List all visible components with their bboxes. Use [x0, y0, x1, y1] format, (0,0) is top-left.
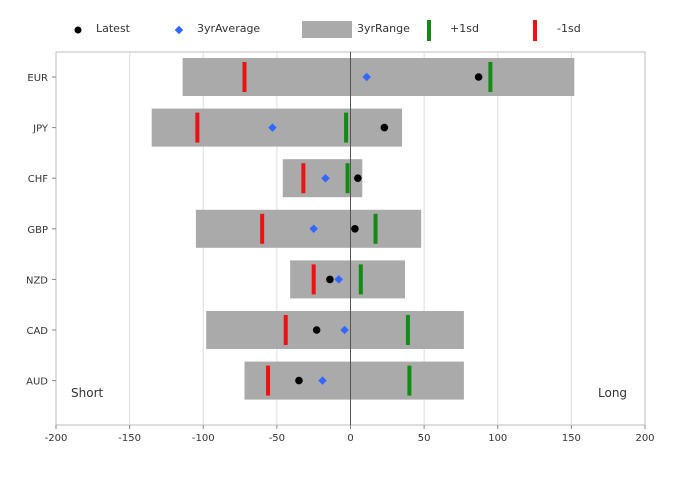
legend: Latest 3yrAverage 3yrRange +1sd -1sd — [74, 20, 581, 41]
x-tick-labels: -200 -150 -100 -50 0 50 100 150 200 — [45, 425, 655, 444]
legend-plus-sd-swatch — [427, 20, 431, 41]
latest-point — [312, 326, 321, 334]
legend-range-swatch — [302, 21, 352, 38]
minus-sd-mark — [242, 62, 247, 92]
category-label: GBP — [27, 225, 48, 236]
range-bar — [151, 108, 403, 147]
category-label: NZD — [26, 275, 48, 286]
category-label: CAD — [26, 326, 48, 337]
latest-point — [295, 376, 303, 385]
category-label: CHF — [28, 174, 49, 185]
legend-latest-marker — [74, 26, 82, 34]
legend-plus-sd-label: +1sd — [450, 22, 479, 35]
avg-point — [340, 325, 349, 335]
legend-minus-sd-label: -1sd — [557, 22, 581, 35]
range-bars — [151, 58, 575, 400]
long-label: Long — [598, 386, 627, 400]
x-tick-label: -50 — [269, 433, 285, 444]
avg-point — [321, 173, 330, 183]
legend-avg-marker — [174, 25, 184, 35]
plus-sd-mark — [405, 315, 410, 345]
plus-sd-mark — [488, 62, 493, 92]
category-label: AUD — [26, 377, 48, 388]
minus-sd-mark — [301, 163, 306, 194]
avg-point — [318, 376, 327, 385]
legend-range-label: 3yrRange — [357, 22, 410, 35]
minus-sd-mark — [260, 213, 265, 244]
avg-point — [334, 275, 343, 284]
x-tick-label: -150 — [118, 433, 141, 444]
latest-point — [354, 174, 362, 182]
range-bar — [195, 209, 422, 248]
latest-point — [474, 73, 483, 81]
plus-sd-mark — [358, 264, 363, 295]
x-tick-label: 0 — [347, 433, 353, 444]
x-tick-label: 50 — [418, 433, 431, 444]
short-label: Short — [71, 386, 103, 400]
range-bar — [290, 260, 405, 299]
legend-avg-label: 3yrAverage — [197, 22, 260, 35]
x-tick-label: 100 — [488, 433, 507, 444]
category-label: JPY — [32, 124, 49, 135]
latest-point — [326, 275, 334, 284]
category-label: EUR — [27, 73, 48, 84]
minus-sd-mark — [311, 264, 316, 295]
minus-sd-mark — [195, 112, 200, 143]
range-bar — [206, 311, 464, 349]
data-markers — [195, 62, 493, 396]
range-bar — [244, 361, 464, 400]
legend-latest-label: Latest — [96, 22, 131, 35]
x-tick-label: -200 — [45, 433, 68, 444]
legend-minus-sd-swatch — [533, 20, 537, 41]
minus-sd-mark — [266, 365, 271, 396]
avg-point — [268, 123, 277, 132]
latest-point — [380, 123, 389, 132]
avg-point — [362, 72, 371, 82]
x-tick-label: 150 — [562, 433, 581, 444]
x-tick-label: -100 — [192, 433, 215, 444]
x-tick-label: 200 — [635, 433, 654, 444]
avg-point — [309, 224, 318, 234]
latest-point — [351, 225, 359, 233]
plus-sd-mark — [344, 112, 349, 143]
minus-sd-mark — [283, 315, 288, 345]
range-bar — [182, 58, 575, 96]
plus-sd-mark — [345, 163, 350, 194]
category-labels: EUR JPY CHF GBP NZD CAD AUD — [26, 73, 56, 388]
plus-sd-mark — [373, 213, 378, 244]
plus-sd-mark — [407, 365, 412, 396]
